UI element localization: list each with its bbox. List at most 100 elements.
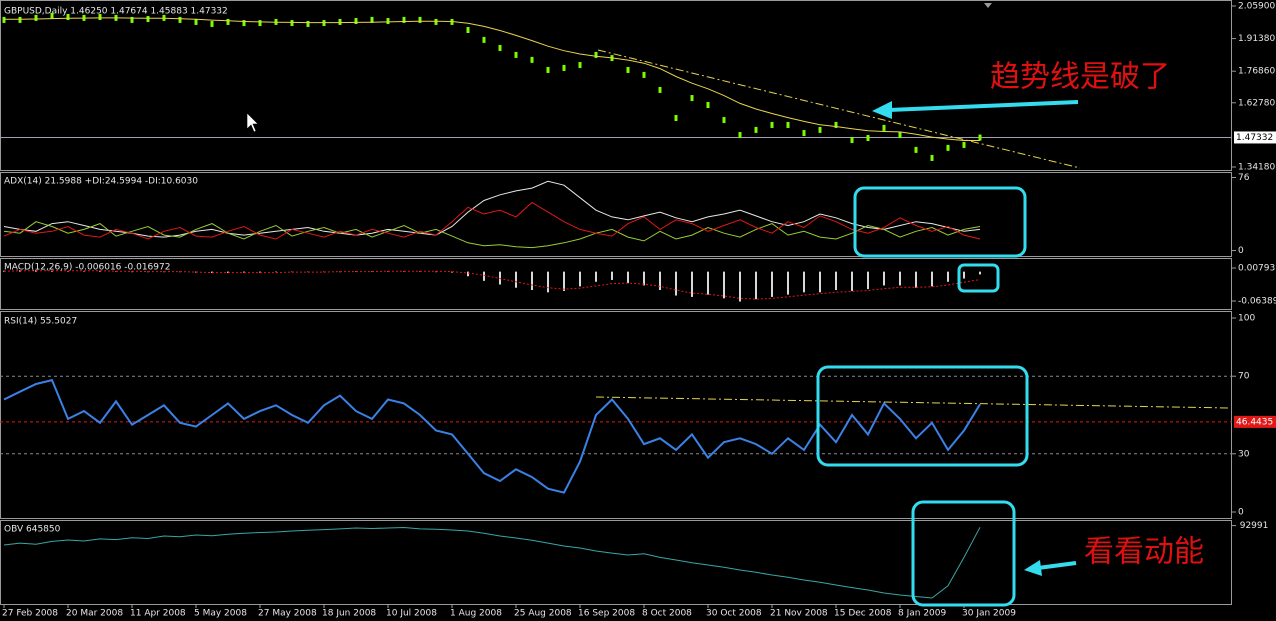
macd-bar — [531, 271, 533, 291]
macd-bar — [611, 271, 613, 280]
macd-bar — [963, 271, 965, 279]
macd-bar — [467, 271, 469, 277]
price-candle — [738, 132, 742, 139]
price-candle — [962, 141, 966, 148]
macd-bar — [131, 271, 133, 273]
series-line — [3, 270, 981, 300]
price-trendline — [597, 49, 1081, 169]
macd-bar — [931, 271, 933, 287]
macd-bar — [627, 271, 629, 284]
current-label-box — [1234, 415, 1276, 428]
highlight-boxes — [816, 186, 1029, 607]
price-candle — [418, 16, 422, 23]
x-tick-label: 15 Dec 2008 — [834, 609, 892, 619]
arrows — [872, 100, 1079, 576]
x-tick-label: 8 Oct 2008 — [642, 609, 692, 619]
macd-bar — [83, 271, 85, 272]
price-candle — [498, 44, 502, 51]
obv-panel — [0, 520, 1232, 605]
rsi-box — [816, 365, 1029, 467]
price-candle — [786, 121, 790, 128]
price-candle — [802, 130, 806, 137]
macd-bar — [835, 271, 837, 291]
price-candle — [130, 16, 134, 23]
price-candle — [706, 101, 710, 108]
y-tick-label: 30 — [1238, 449, 1250, 459]
price-candle — [434, 18, 438, 25]
x-tick-label: 1 Aug 2008 — [450, 609, 502, 619]
price-candle — [882, 124, 886, 131]
y-tick-label: 1.34180 — [1238, 162, 1275, 172]
price-candle — [210, 20, 214, 27]
price-candle — [178, 16, 182, 23]
price-candle — [466, 27, 470, 34]
macd-bar — [723, 271, 725, 299]
x-tick-label: 30 Jan 2009 — [962, 609, 1016, 619]
price-candle — [146, 16, 150, 23]
price-candle — [18, 16, 22, 23]
x-tick-label: 11 Apr 2008 — [130, 609, 186, 619]
adx-panel — [0, 172, 1232, 257]
price-candle — [354, 18, 358, 25]
x-tick-label: 27 May 2008 — [258, 609, 317, 619]
price-candle — [642, 71, 646, 78]
price-candle — [818, 126, 822, 133]
y-tick-label: 1.91380 — [1238, 34, 1275, 44]
panel-title: ADX(14) 21.5988 +DI:24.5994 -DI:10.6030 — [4, 177, 198, 187]
price-candle — [338, 18, 342, 25]
price-candle — [290, 20, 294, 27]
series-line — [3, 378, 981, 494]
series-line — [3, 180, 981, 238]
macd-bar — [803, 271, 805, 293]
macd-bar — [899, 271, 901, 286]
price-arrowhead — [872, 101, 892, 119]
macd-bar — [915, 271, 917, 288]
macd-bar — [579, 271, 581, 287]
macd-bar — [547, 271, 549, 293]
rsi-trendline — [595, 396, 1231, 409]
price-candle — [658, 86, 662, 93]
price-candle — [690, 95, 694, 102]
price-candle — [722, 117, 726, 124]
obv-arrowhead — [1024, 560, 1042, 576]
obv-annotation: 看看动能 — [1084, 535, 1204, 570]
price-candle — [194, 18, 198, 25]
macd-bar — [483, 271, 485, 281]
price-candle — [66, 13, 70, 20]
macd-bar — [979, 271, 981, 275]
price-annotation: 趋势线是破了 — [990, 60, 1170, 95]
panel-title: GBPUSD,Daily 1.46250 1.47674 1.45883 1.4… — [4, 7, 228, 17]
macd-bar — [819, 271, 821, 293]
price-candle — [930, 154, 934, 161]
price-candle — [258, 20, 262, 27]
price-candle — [34, 14, 38, 21]
price-candle — [242, 20, 246, 27]
macd-bar — [563, 271, 565, 291]
x-tick-label: 30 Oct 2008 — [706, 609, 762, 619]
price-candle — [674, 115, 678, 122]
x-tick-label: 16 Sep 2008 — [578, 609, 635, 619]
x-tick-label: 10 Jul 2008 — [386, 609, 437, 619]
mouse-cursor — [246, 112, 259, 133]
price-candle — [946, 144, 950, 151]
price-candle — [546, 66, 550, 73]
current-label: 46.4435 — [1236, 417, 1273, 427]
y-tick-label: 2.05900 — [1238, 1, 1275, 11]
panel-frames — [0, 0, 1232, 605]
macd-bar — [67, 271, 69, 272]
rsi-panel — [0, 311, 1232, 519]
x-tick-label: 21 Nov 2008 — [770, 609, 828, 619]
macd-bar — [451, 271, 453, 273]
obv-arrow — [1037, 561, 1077, 570]
adx-box — [853, 186, 1027, 258]
price-candle — [530, 56, 534, 63]
y-tick-label: 0.00793 — [1238, 264, 1275, 274]
series-line — [3, 201, 981, 240]
price-candle — [2, 16, 6, 23]
macd-bar — [515, 271, 517, 288]
y-tick-label: -0.06389 — [1238, 297, 1276, 307]
price-candle — [50, 12, 54, 19]
y-tick-label: 692991 — [1234, 521, 1268, 531]
macd-bar — [883, 271, 885, 286]
